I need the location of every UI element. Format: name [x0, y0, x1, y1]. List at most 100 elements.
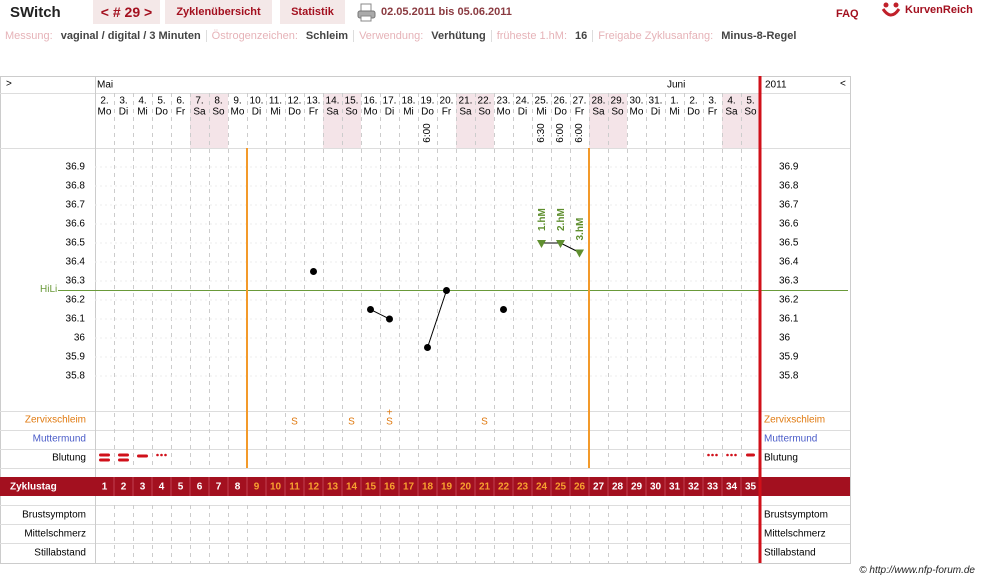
- y-tick-label: 36.1: [66, 314, 86, 325]
- weekday-label: Fr: [176, 107, 186, 118]
- cycle-day-number: 25: [555, 482, 567, 493]
- info-bar: Messung: vaginal / digital / 3 Minuten Öst…: [5, 30, 801, 42]
- date-label: 5.: [157, 96, 165, 107]
- cycle-nav[interactable]: < # 29 >: [93, 0, 160, 24]
- date-label: 2.: [100, 96, 108, 107]
- bleeding-mark: [734, 453, 737, 457]
- time-label: 6:00: [422, 123, 433, 143]
- bleeding-mark: [137, 454, 148, 458]
- nav-next[interactable]: >: [6, 79, 12, 90]
- logo-text[interactable]: KurvenReich: [905, 4, 973, 16]
- cycle-day-number: 7: [216, 482, 222, 493]
- time-label: 6:30: [536, 123, 547, 143]
- cycle-day-number: 34: [726, 482, 738, 493]
- cycle-day-number: 14: [346, 482, 358, 493]
- cycle-day-number: 32: [688, 482, 700, 493]
- weekday-label: Sa: [592, 107, 605, 118]
- weekday-label: Mo: [364, 107, 378, 118]
- weekday-label: Di: [119, 107, 128, 118]
- row-label: Zervixschleim: [25, 415, 86, 426]
- cycle-day-number: 13: [327, 482, 339, 493]
- nav-prev[interactable]: <: [840, 79, 846, 90]
- tab[interactable]: Zyklenübersicht: [165, 0, 272, 24]
- y-tick-label: 36.1: [779, 314, 799, 325]
- weekday-label: Fr: [575, 107, 585, 118]
- cycle-day-label: Zyklustag: [10, 482, 57, 493]
- weekday-label: So: [345, 107, 358, 118]
- weekday-label: Fr: [708, 107, 718, 118]
- date-label: 10.: [250, 96, 264, 107]
- y-tick-label: 36.9: [779, 162, 799, 173]
- data-point: [367, 306, 374, 313]
- date-label: 16.: [364, 96, 378, 107]
- date-label: 19.: [421, 96, 435, 107]
- cycle-day-number: 19: [441, 482, 453, 493]
- y-tick-label: 36: [779, 333, 791, 344]
- cycle-day-bar: [0, 477, 850, 496]
- info-label: früheste 1.hM:: [496, 30, 568, 42]
- printer-icon[interactable]: [357, 3, 377, 23]
- info-value: Verhütung: [431, 30, 486, 42]
- cycle-day-number: 21: [479, 482, 491, 493]
- date-label: 21.: [459, 96, 473, 107]
- data-point: [424, 344, 431, 351]
- time-label: 6:00: [574, 123, 585, 143]
- y-tick-label: 35.8: [66, 371, 86, 382]
- weekday-label: Mo: [497, 107, 511, 118]
- weekday-label: Mo: [231, 107, 245, 118]
- bleeding-mark: [118, 458, 129, 462]
- weekday-label: Do: [554, 107, 567, 118]
- info-value: Schleim: [305, 30, 349, 42]
- logo-icon[interactable]: [880, 1, 902, 21]
- cycle-day-number: 12: [308, 482, 320, 493]
- info-item: Freigabe Zyklusanfang: Minus-8-Regel: [592, 30, 801, 42]
- data-point: [500, 306, 507, 313]
- cycle-day-number: 16: [384, 482, 396, 493]
- y-tick-label: 36.4: [66, 257, 86, 268]
- info-value: 16: [575, 30, 588, 42]
- weekday-label: So: [744, 107, 757, 118]
- row-label: Blutung: [764, 453, 798, 464]
- weekday-label: Di: [518, 107, 527, 118]
- weekday-label: Do: [421, 107, 434, 118]
- cycle-day-number: 29: [631, 482, 643, 493]
- info-item: Messung: vaginal / digital / 3 Minuten: [5, 30, 206, 42]
- date-label: 29.: [611, 96, 625, 107]
- date-label: 28.: [592, 96, 606, 107]
- weekend-shade: [209, 93, 228, 148]
- y-tick-label: 36.7: [779, 200, 799, 211]
- date-label: 20.: [440, 96, 454, 107]
- y-tick-label: 36: [74, 333, 86, 344]
- y-tick-label: 36.6: [66, 219, 86, 230]
- date-label: 30.: [630, 96, 644, 107]
- faq-link[interactable]: FAQ: [836, 8, 859, 20]
- zervix-mark: S: [481, 417, 488, 428]
- cycle-day-number: 26: [574, 482, 586, 493]
- date-range: 02.05.2011 bis 05.06.2011: [381, 6, 512, 18]
- weekday-label: Mi: [270, 107, 281, 118]
- weekday-label: Mo: [630, 107, 644, 118]
- zervix-mark: S: [291, 417, 298, 428]
- annotation: 3.hM: [575, 218, 586, 241]
- date-label: 31.: [649, 96, 663, 107]
- date-label: 9.: [233, 96, 241, 107]
- weekday-label: Di: [385, 107, 394, 118]
- date-label: 8.: [214, 96, 222, 107]
- y-tick-label: 36.5: [779, 238, 799, 249]
- weekend-shade: [608, 93, 627, 148]
- y-tick-label: 35.9: [66, 352, 86, 363]
- data-point: [310, 268, 317, 275]
- date-label: 25.: [535, 96, 549, 107]
- annotation: 2.hM: [556, 208, 567, 231]
- app-title: SWitch: [10, 4, 61, 21]
- cycle-day-number: 31: [669, 482, 681, 493]
- cycle-day-number: 23: [517, 482, 529, 493]
- data-point: [443, 287, 450, 294]
- zervix-mark: S: [348, 417, 355, 428]
- tab[interactable]: Statistik: [280, 0, 345, 24]
- bleeding-mark: [99, 458, 110, 462]
- data-point: [537, 240, 546, 248]
- hili-label: HiLi: [40, 284, 57, 295]
- row-label: Stillabstand: [764, 548, 816, 559]
- cycle-day-number: 27: [593, 482, 605, 493]
